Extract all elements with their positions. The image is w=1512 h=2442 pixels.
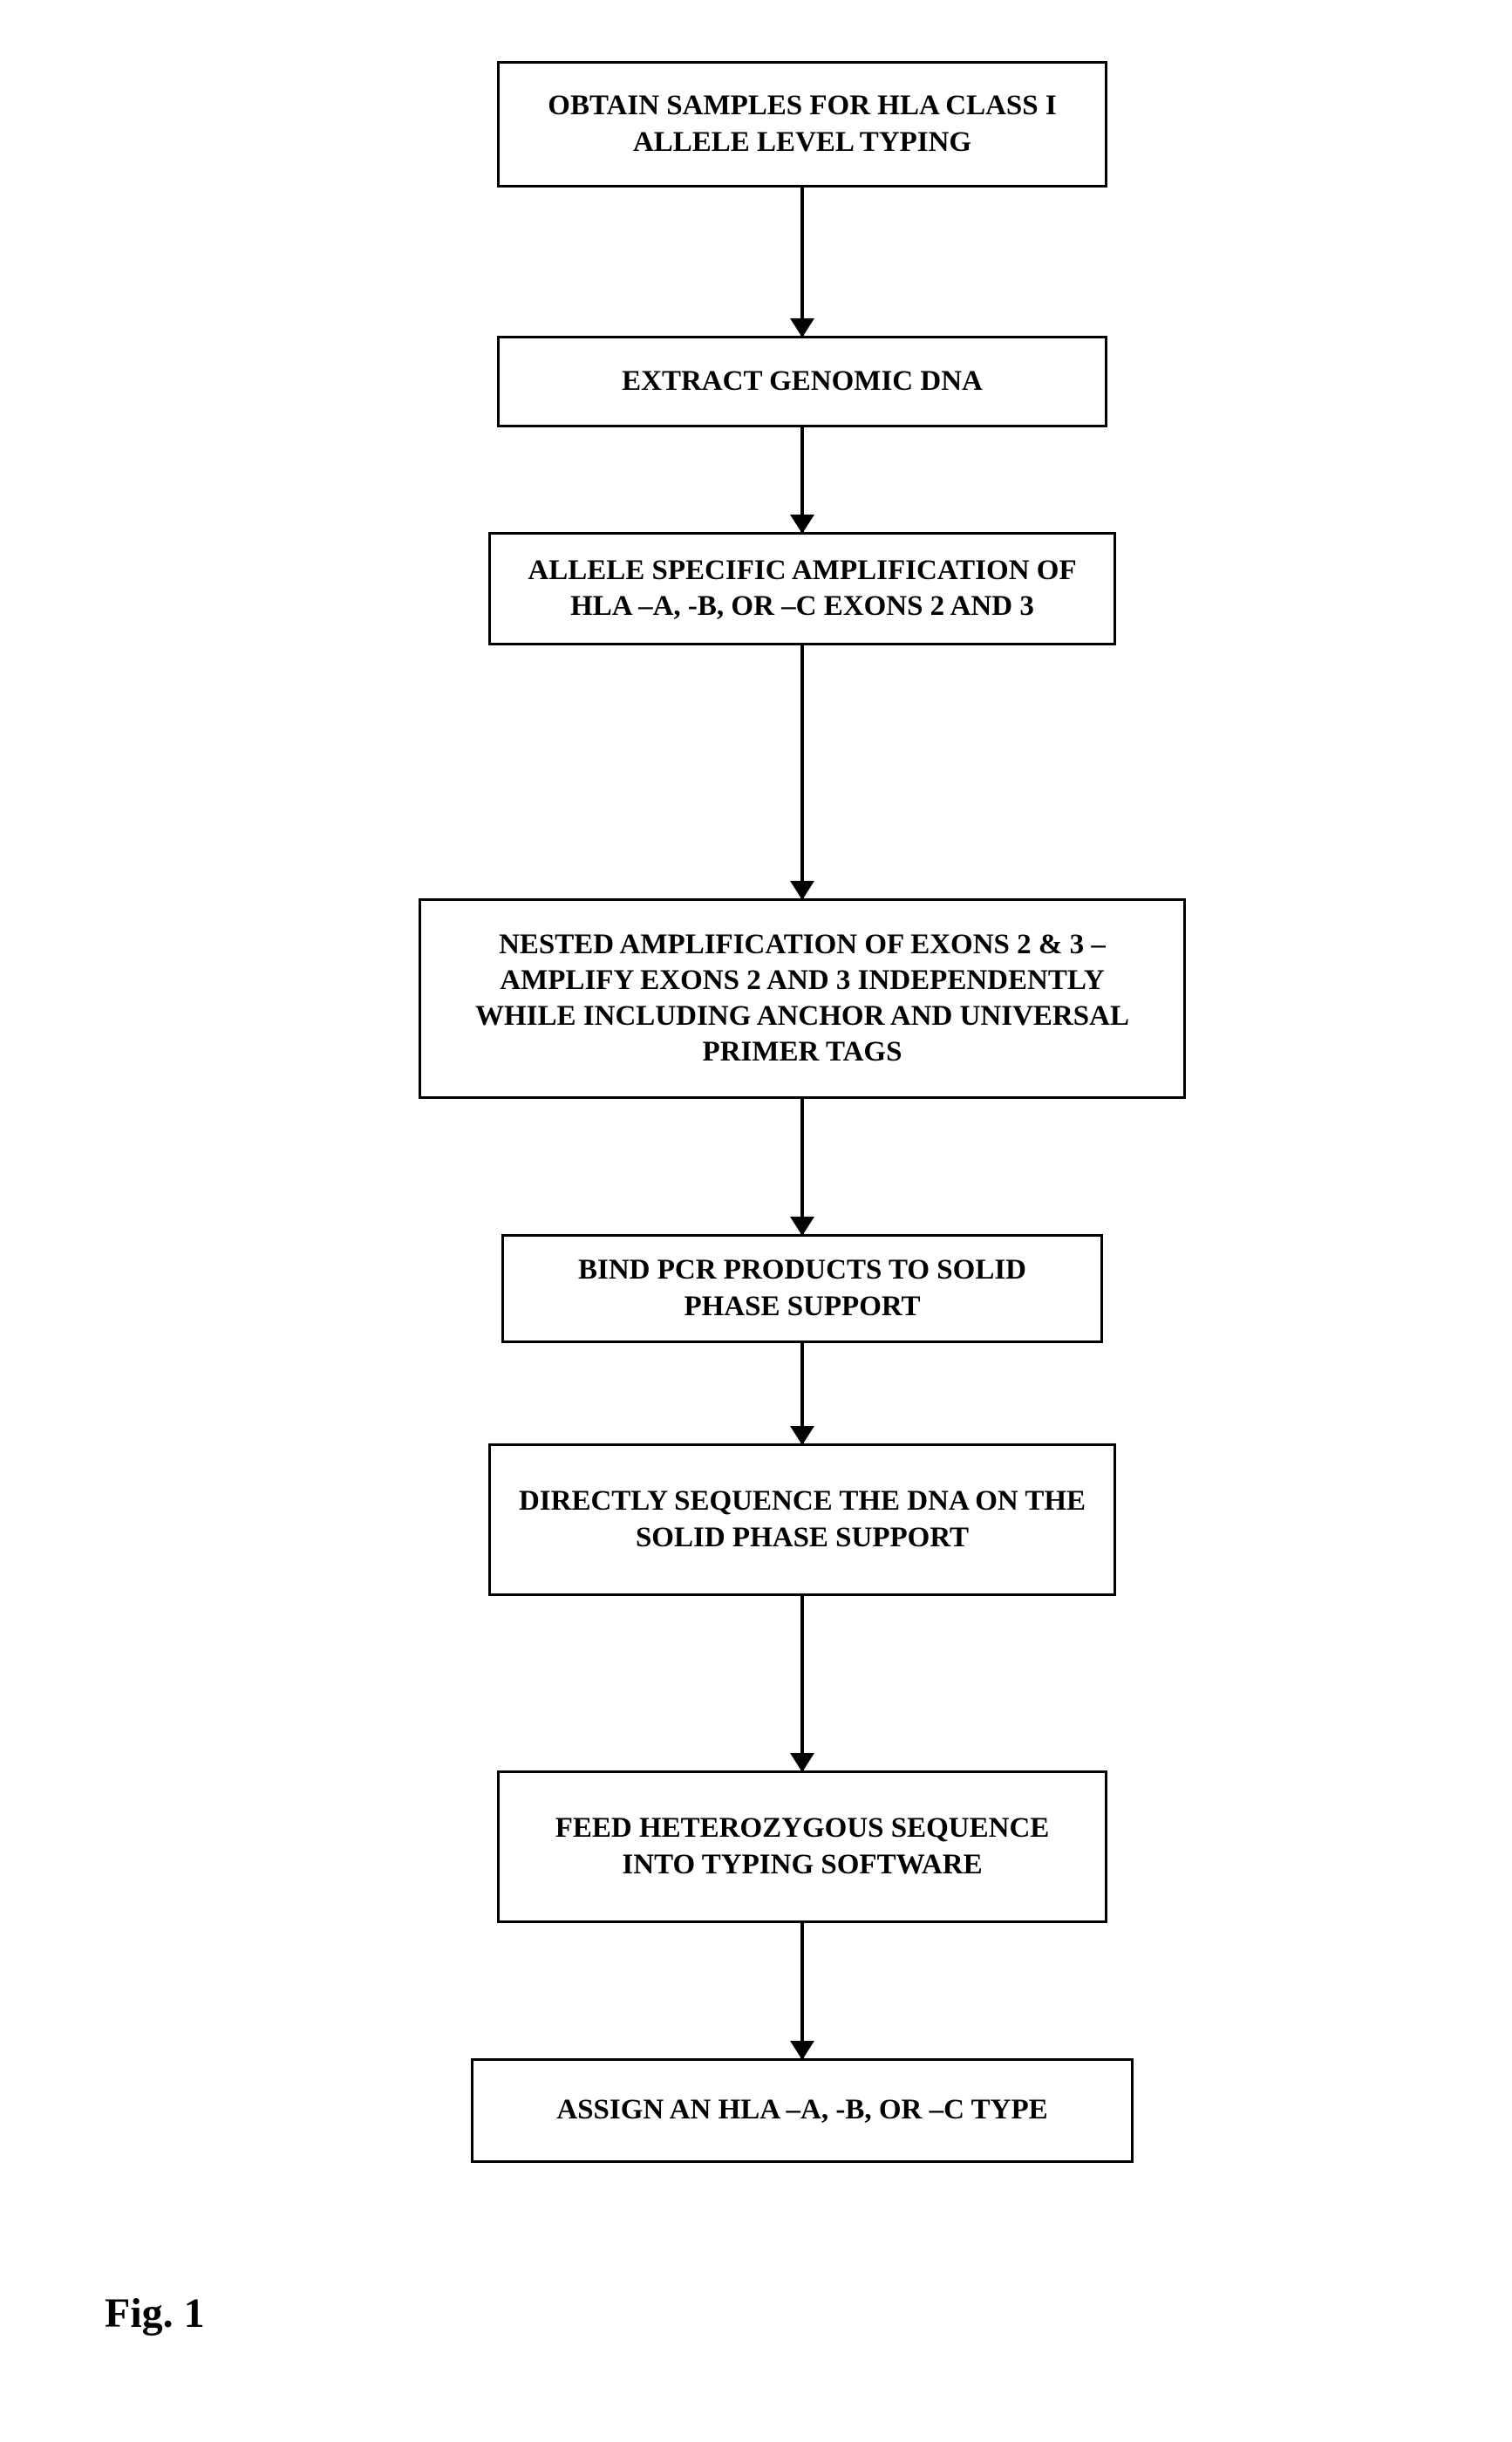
flowchart-box-text: FEED HETEROZYGOUS SEQUENCE INTO TYPING S…	[526, 1811, 1079, 1883]
flowchart-arrow-2	[410, 427, 1195, 532]
arrow-head-icon	[790, 1217, 814, 1236]
arrow-line	[800, 427, 804, 532]
arrow-head-icon	[790, 1426, 814, 1445]
flowchart-container: OBTAIN SAMPLES FOR HLA CLASS I ALLELE LE…	[410, 61, 1195, 2163]
flowchart-box-7: FEED HETEROZYGOUS SEQUENCE INTO TYPING S…	[497, 1770, 1107, 1923]
flowchart-box-text: ASSIGN AN HLA –A, -B, OR –C TYPE	[556, 2092, 1047, 2128]
flowchart-box-text: NESTED AMPLIFICATION OF EXONS 2 & 3 – AM…	[447, 927, 1157, 1071]
arrow-line	[800, 1343, 804, 1443]
flowchart-box-text: ALLELE SPECIFIC AMPLIFICATION OF HLA –A,…	[517, 553, 1087, 625]
arrow-head-icon	[790, 318, 814, 338]
arrow-line	[800, 188, 804, 336]
flowchart-box-text: EXTRACT GENOMIC DNA	[622, 364, 983, 399]
flowchart-arrow-7	[410, 1923, 1195, 2058]
arrow-line	[800, 1596, 804, 1770]
flowchart-box-6: DIRECTLY SEQUENCE THE DNA ON THE SOLID P…	[488, 1443, 1116, 1596]
flowchart-arrow-3	[410, 645, 1195, 898]
arrow-line	[800, 1099, 804, 1234]
flowchart-box-1: OBTAIN SAMPLES FOR HLA CLASS I ALLELE LE…	[497, 61, 1107, 188]
flowchart-arrow-1	[410, 188, 1195, 336]
flowchart-box-text: BIND PCR PRODUCTS TO SOLID PHASE SUPPORT	[530, 1252, 1074, 1325]
flowchart-box-8: ASSIGN AN HLA –A, -B, OR –C TYPE	[471, 2058, 1134, 2163]
arrow-head-icon	[790, 881, 814, 900]
figure-label: Fig. 1	[105, 2289, 205, 2337]
arrow-head-icon	[790, 1753, 814, 1772]
flowchart-box-5: BIND PCR PRODUCTS TO SOLID PHASE SUPPORT	[501, 1234, 1103, 1343]
flowchart-box-text: OBTAIN SAMPLES FOR HLA CLASS I ALLELE LE…	[526, 88, 1079, 160]
arrow-head-icon	[790, 515, 814, 534]
arrow-line	[800, 1923, 804, 2058]
arrow-line	[800, 645, 804, 898]
flowchart-arrow-4	[410, 1099, 1195, 1234]
flowchart-arrow-6	[410, 1596, 1195, 1770]
flowchart-box-text: DIRECTLY SEQUENCE THE DNA ON THE SOLID P…	[517, 1484, 1087, 1556]
flowchart-box-3: ALLELE SPECIFIC AMPLIFICATION OF HLA –A,…	[488, 532, 1116, 645]
flowchart-box-2: EXTRACT GENOMIC DNA	[497, 336, 1107, 427]
arrow-head-icon	[790, 2041, 814, 2060]
flowchart-box-4: NESTED AMPLIFICATION OF EXONS 2 & 3 – AM…	[419, 898, 1186, 1099]
flowchart-arrow-5	[410, 1343, 1195, 1443]
